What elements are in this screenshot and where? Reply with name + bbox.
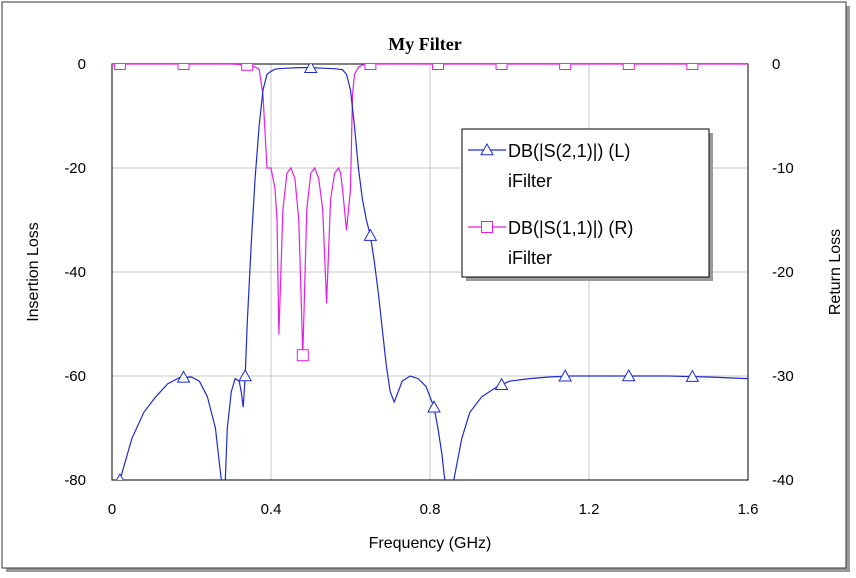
s21-marker	[427, 400, 441, 413]
s21-marker	[238, 368, 253, 382]
s21-marker	[558, 369, 572, 382]
legend-box	[461, 128, 710, 278]
s21-marker	[176, 370, 191, 383]
right-y-axis-label: Return Loss	[827, 229, 844, 315]
x-tick-label: 0.8	[420, 501, 441, 518]
legend-s11-name: DB(|S(1,1)|) (R)	[508, 218, 633, 238]
s21-marker	[116, 472, 124, 480]
s21-marker	[303, 64, 318, 73]
s11-marker	[559, 64, 572, 70]
frame-border	[1, 1, 847, 569]
s11-marker	[296, 349, 309, 362]
right-y-tick-labels: 0 -10 -20 -30 -40	[772, 56, 794, 489]
chart-title: My Filter	[388, 34, 461, 54]
legend-s11-line	[468, 221, 506, 233]
right-y-tick-label: 0	[772, 56, 780, 73]
series-layer	[112, 64, 748, 480]
legend-s21-name: DB(|S(2,1)|) (L)	[508, 141, 630, 161]
s11-marker	[241, 64, 254, 71]
left-y-tick-label: -20	[64, 160, 86, 177]
legend-s11-source: iFilter	[508, 248, 552, 268]
legend-s21-line	[468, 142, 506, 156]
s21-marker	[685, 369, 700, 382]
x-tick-label: 0	[108, 501, 116, 518]
s11-marker	[686, 64, 699, 70]
x-tick-label: 0.4	[261, 501, 282, 518]
x-tick-labels: 0 0.4 0.8 1.2 1.6	[108, 501, 759, 518]
s11-marker	[431, 64, 444, 70]
left-y-tick-labels: 0 -20 -40 -60 -80	[64, 56, 86, 489]
left-y-tick-label: -40	[64, 264, 86, 281]
left-y-tick-label: 0	[78, 56, 86, 73]
legend-s11-marker	[481, 221, 493, 233]
left-y-tick-label: -60	[64, 368, 86, 385]
s11-marker	[495, 64, 508, 70]
legend-s21-marker	[480, 142, 494, 156]
s11-marker	[622, 64, 635, 70]
x-axis-label: Frequency (GHz)	[369, 535, 492, 552]
left-y-tick-label: -80	[64, 472, 86, 489]
s11-marker	[364, 64, 377, 70]
left-y-axis-label: Insertion Loss	[25, 222, 42, 322]
s21-line	[119, 67, 748, 480]
s11-marker	[177, 64, 190, 70]
right-y-tick-label: -40	[772, 472, 794, 489]
s21-marker	[494, 377, 509, 390]
right-y-tick-label: -20	[772, 264, 794, 281]
right-y-tick-label: -30	[772, 368, 794, 385]
legend[interactable]: DB(|S(2,1)|) (L) iFilter DB(|S(1,1)|) (R…	[461, 128, 713, 281]
right-y-tick-label: -10	[772, 160, 794, 177]
s11-marker	[113, 64, 126, 70]
x-tick-label: 1.6	[738, 501, 759, 518]
legend-s21-source: iFilter	[508, 171, 552, 191]
s21-marker	[621, 368, 636, 382]
s21-marker	[363, 228, 378, 241]
x-tick-label: 1.2	[579, 501, 600, 518]
